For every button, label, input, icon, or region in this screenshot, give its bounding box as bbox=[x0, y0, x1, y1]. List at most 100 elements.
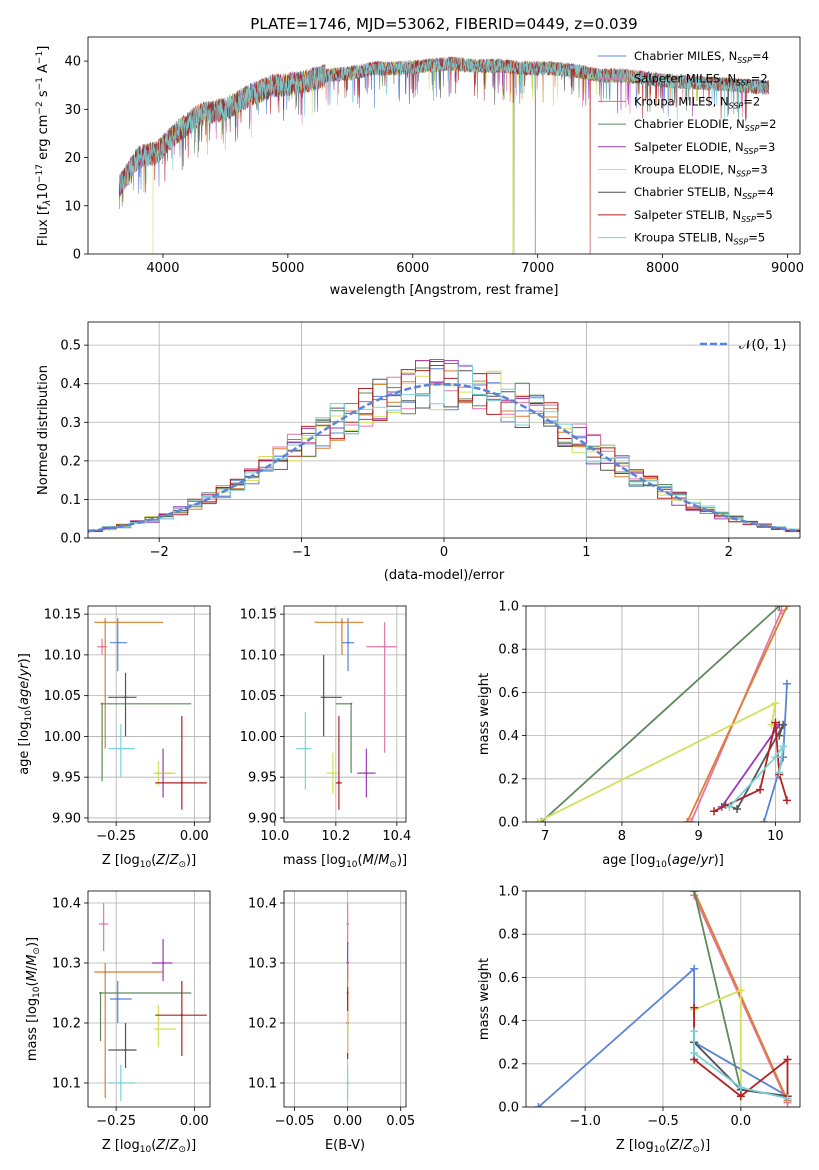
x-tick-label: 0.00 bbox=[333, 1114, 362, 1129]
mass-weight-marker bbox=[771, 753, 780, 762]
x-tick-label: 7000 bbox=[521, 261, 554, 276]
data-point bbox=[124, 1048, 127, 1052]
y-tick-label: 1.0 bbox=[498, 885, 519, 900]
z-age-x-label: Z [log10(Z/Z⊙)] bbox=[102, 853, 196, 870]
y-tick-label: 0.3 bbox=[60, 416, 81, 431]
z-mass-axes-frame bbox=[87, 890, 211, 1108]
data-point bbox=[100, 645, 104, 648]
legend-label: Kroupa ELODIE, NSSP=3 bbox=[634, 163, 768, 179]
ebv-mass-axes-frame bbox=[283, 890, 407, 1108]
mass-weight-line bbox=[693, 1031, 788, 1100]
mass-weight-marker bbox=[710, 807, 719, 816]
data-point bbox=[124, 696, 127, 699]
y-tick-label: 9.90 bbox=[248, 811, 277, 826]
y-tick-label: 10.3 bbox=[248, 957, 277, 972]
x-tick-label: 6000 bbox=[396, 261, 429, 276]
y-tick-label: 0.2 bbox=[498, 1057, 519, 1072]
legend-label: Salpeter STELIB, NSSP=5 bbox=[634, 208, 773, 224]
data-point bbox=[346, 1027, 349, 1031]
mass-weight-marker bbox=[690, 1049, 699, 1057]
mass-weight-marker bbox=[533, 818, 542, 822]
data-point bbox=[157, 771, 160, 775]
histogram-y-label: Normed distribution bbox=[36, 365, 51, 495]
y-tick-label: 10.2 bbox=[52, 1017, 81, 1032]
x-tick-label: 0.05 bbox=[386, 1114, 415, 1129]
ebv-mass-panel: −0.05 0.00 0.05 10.1 10.2 10.3 10.4 E(B-V) bbox=[248, 890, 415, 1153]
spectrum-panel: PLATE=1746, MJD=53062, FIBERID=0449, z=0… bbox=[35, 15, 804, 298]
residual-histogram-panel: −2 −1 0 1 2 0.0 0.1 0.2 0.3 0.4 0.5 𝒩(0, 1) (data-… bbox=[36, 321, 801, 583]
data-point bbox=[383, 645, 386, 648]
x-tick-label: 8000 bbox=[646, 261, 679, 276]
x-tick-label: 4000 bbox=[146, 261, 179, 276]
z-weight-y-label: mass weight bbox=[477, 958, 492, 1040]
mass-weight-marker bbox=[779, 753, 788, 762]
y-tick-label: 10.15 bbox=[44, 608, 81, 623]
mass-age-panel: 10.0 10.2 10.4 9.90 9.95 10.00 10.05 10.10 10.15… bbox=[240, 605, 411, 870]
legend-label: Chabrier ELODIE, NSSP=2 bbox=[634, 117, 776, 133]
y-tick-label: 10.3 bbox=[52, 957, 81, 972]
data-point bbox=[119, 747, 123, 750]
mass-age-axes-frame bbox=[283, 605, 407, 823]
mass-weight-marker bbox=[779, 720, 788, 729]
x-tick-label: 0.00 bbox=[180, 1114, 209, 1129]
x-tick-label: 0 bbox=[440, 545, 448, 560]
y-tick-label: 9.95 bbox=[248, 771, 277, 786]
spectrum-legend: Chabrier MILES, NSSP=4 Salpeter MILES, NS… bbox=[598, 49, 776, 247]
data-point bbox=[337, 781, 341, 785]
y-tick-label: 0.4 bbox=[498, 729, 519, 744]
y-tick-label: 0.0 bbox=[498, 1101, 519, 1116]
x-tick-label: −2 bbox=[150, 545, 169, 560]
mass-weight-line bbox=[686, 606, 788, 822]
data-point bbox=[346, 1081, 349, 1085]
mass-weight-marker bbox=[690, 1027, 699, 1036]
y-tick-label: 0.1 bbox=[60, 493, 81, 508]
mass-weight-marker bbox=[775, 768, 784, 777]
y-tick-label: 0.5 bbox=[60, 339, 81, 354]
x-tick-label: 2 bbox=[725, 545, 733, 560]
data-point bbox=[100, 702, 104, 706]
x-tick-label: 0.0 bbox=[730, 1114, 751, 1129]
normal-legend-label: 𝒩(0, 1) bbox=[739, 338, 786, 353]
mass-weight-marker bbox=[690, 1003, 699, 1012]
y-tick-label: 40 bbox=[64, 55, 81, 70]
age-weight-y-label: mass weight bbox=[477, 673, 492, 755]
mass-weight-marker bbox=[683, 818, 692, 822]
y-tick-label: 0.8 bbox=[498, 928, 519, 943]
x-tick-label: 10 bbox=[767, 829, 784, 844]
mass-weight-line bbox=[720, 724, 781, 808]
x-tick-label: 7 bbox=[541, 829, 549, 844]
y-tick-label: 1.0 bbox=[498, 600, 519, 615]
spectrum-series-line bbox=[118, 57, 769, 193]
mass-weight-line bbox=[540, 606, 780, 822]
mass-weight-line bbox=[728, 745, 784, 808]
data-point bbox=[346, 922, 349, 926]
y-tick-label: 10.15 bbox=[240, 608, 277, 623]
spectrum-x-label: wavelength [Angstrom, rest frame] bbox=[330, 283, 559, 298]
mass-weight-marker bbox=[690, 891, 699, 895]
data-point bbox=[340, 621, 344, 624]
data-point bbox=[161, 961, 165, 965]
histogram-x-label: (data-model)/error bbox=[384, 568, 505, 583]
mass-weight-marker bbox=[782, 796, 791, 805]
data-point bbox=[157, 1027, 160, 1031]
mass-weight-marker bbox=[756, 785, 765, 794]
y-tick-label: 10.00 bbox=[240, 730, 277, 745]
mass-weight-marker bbox=[733, 805, 742, 814]
mass-weight-marker bbox=[771, 699, 780, 708]
z-age-panel: −0.25 0.00 9.90 9.95 10.00 10.05 10.10 10.15 Z … bbox=[17, 605, 211, 870]
data-point bbox=[102, 922, 105, 926]
x-tick-label: 5000 bbox=[271, 261, 304, 276]
legend-label: Chabrier STELIB, NSSP=4 bbox=[634, 185, 774, 201]
y-tick-label: 9.90 bbox=[52, 811, 81, 826]
x-tick-label: 10.0 bbox=[260, 829, 289, 844]
y-tick-label: 0.6 bbox=[498, 971, 519, 986]
z-weight-axes-frame bbox=[525, 890, 801, 1108]
x-tick-label: −0.05 bbox=[275, 1114, 315, 1129]
mass-weight-marker bbox=[736, 1083, 745, 1092]
mass-weight-marker bbox=[775, 606, 784, 610]
mass-weight-marker bbox=[771, 718, 780, 727]
y-tick-label: 10.10 bbox=[44, 648, 81, 663]
y-tick-label: 10.2 bbox=[248, 1017, 277, 1032]
normal-reference-curve bbox=[88, 382, 800, 533]
